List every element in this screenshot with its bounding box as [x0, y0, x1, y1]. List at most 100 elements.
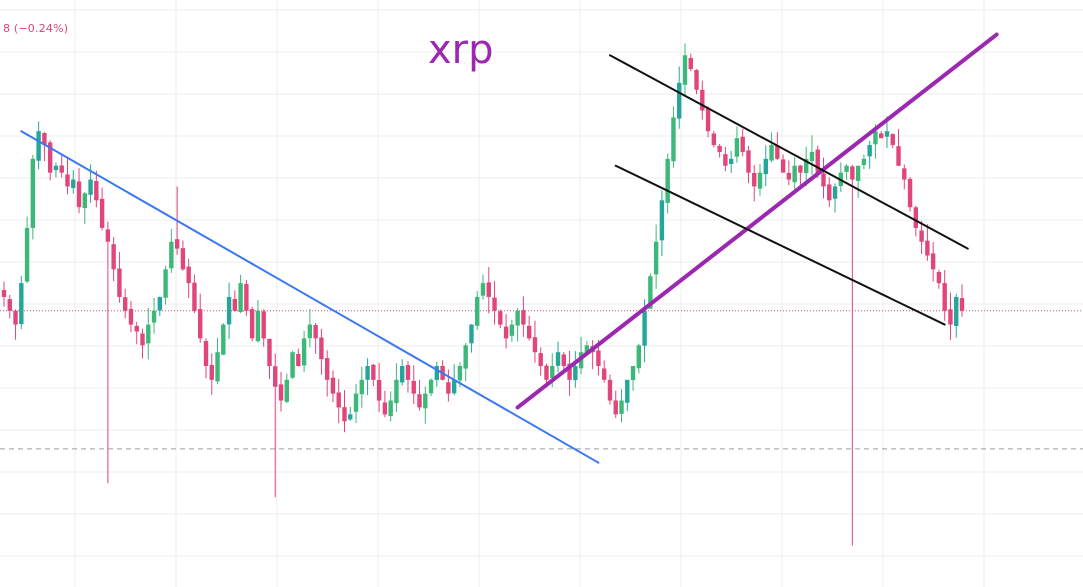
candle-body [99, 198, 105, 228]
candle-body [498, 311, 503, 325]
candle-body [734, 138, 740, 157]
candle-body [867, 145, 872, 157]
candle-body [803, 158, 809, 174]
candle-body [902, 168, 907, 180]
candle-body [24, 227, 30, 282]
candle-body [388, 400, 393, 417]
candle-body [382, 402, 388, 415]
candle-body [186, 266, 191, 284]
candle-body [423, 393, 428, 409]
candle-body [515, 310, 520, 326]
candle-body [728, 158, 734, 164]
candle-body [555, 352, 561, 366]
candle-body [30, 158, 36, 228]
candle-body [296, 353, 301, 367]
candle-body [417, 394, 422, 408]
candle-body [567, 363, 572, 380]
descending-trendline[interactable] [20, 130, 600, 464]
candle-body [769, 145, 774, 161]
channel-upper-line[interactable] [608, 54, 969, 250]
candle-body [613, 400, 618, 415]
candle-body [140, 333, 145, 346]
candle-body [573, 366, 578, 381]
candle-body [330, 377, 336, 394]
candle-body [832, 186, 838, 199]
candle-body [884, 131, 890, 137]
candle-body [844, 165, 849, 172]
candle-body [319, 337, 324, 360]
candle-body [717, 145, 722, 152]
candle-body [53, 165, 59, 171]
channel-lower-line[interactable] [614, 164, 946, 326]
candle-body [307, 324, 313, 339]
ascending-trendline[interactable] [515, 32, 999, 410]
candle-body [648, 276, 653, 309]
candle-body [705, 108, 711, 132]
candle-body [238, 283, 243, 312]
candle-body [930, 253, 936, 270]
candle-body [244, 283, 249, 311]
candle-body [671, 117, 676, 162]
candle-body [428, 379, 434, 394]
candles [1, 43, 965, 546]
candle-body [827, 184, 832, 201]
candle-body [890, 133, 895, 146]
candle-body [677, 82, 682, 119]
candle-body [267, 338, 272, 367]
candle-body [342, 407, 347, 422]
candle-body [538, 353, 543, 367]
candle-body [405, 365, 411, 380]
candle-body [163, 269, 168, 298]
candle-body [625, 379, 630, 403]
trendlines[interactable] [20, 32, 999, 464]
candle-body [665, 158, 670, 203]
candle-body [434, 366, 440, 380]
candle-body [907, 178, 913, 208]
candle-body [469, 324, 474, 344]
candle-body [936, 272, 942, 284]
candle-body [809, 151, 815, 162]
candle-body [815, 149, 820, 173]
candle-body [879, 133, 884, 139]
candle-body [521, 310, 526, 325]
candle-body [919, 230, 924, 242]
candle-body [301, 338, 307, 366]
candle-body [71, 179, 76, 188]
candle-body [688, 57, 693, 70]
candle-body [457, 366, 463, 381]
candle-body [203, 341, 209, 367]
candle-body [544, 365, 549, 380]
candle-body [700, 89, 705, 111]
candle-body [169, 241, 174, 269]
candle-body [959, 298, 965, 311]
candle-body [198, 309, 203, 339]
candle-body [746, 150, 751, 173]
candle-body [630, 366, 636, 381]
candle-body [446, 382, 451, 394]
candle-body [273, 366, 278, 387]
candle-body [550, 366, 555, 379]
candle-body [475, 296, 480, 326]
candle-body [400, 366, 405, 383]
candle-body [855, 165, 861, 181]
candle-body [492, 297, 497, 311]
candle-body [290, 352, 295, 378]
candle-body [561, 354, 566, 367]
candle-body [146, 324, 151, 344]
candle-body [180, 248, 186, 270]
candle-body [509, 324, 515, 336]
candle-body [278, 384, 284, 401]
candle-body [134, 325, 139, 332]
candle-body [792, 165, 797, 183]
candle-body [486, 282, 491, 297]
candle-body [117, 268, 122, 297]
candle-body [7, 299, 12, 311]
price-levels [0, 310, 1083, 450]
candle-body [128, 308, 134, 325]
candle-body [873, 131, 878, 145]
candle-body [821, 173, 826, 187]
candle-body [221, 324, 226, 355]
candle-body [682, 55, 688, 85]
